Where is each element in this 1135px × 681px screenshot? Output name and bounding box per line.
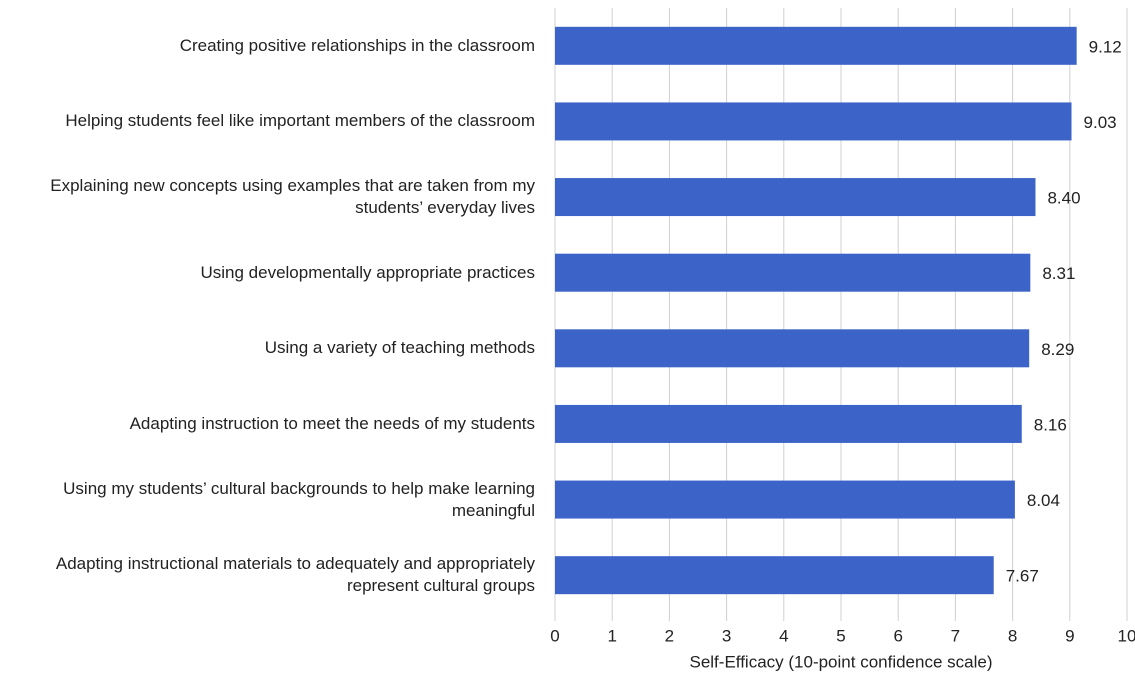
x-tick-label: 7: [951, 626, 960, 645]
value-label: 8.40: [1047, 189, 1080, 208]
x-axis-title: Self-Efficacy (10-point confidence scale…: [689, 652, 992, 671]
bar: [555, 556, 994, 595]
value-label: 8.16: [1034, 415, 1067, 434]
value-label: 8.04: [1027, 491, 1060, 510]
category-label: Using a variety of teaching methods: [264, 338, 535, 358]
x-tick-label: 3: [722, 626, 731, 645]
bar: [555, 329, 1030, 368]
value-label: 9.03: [1084, 113, 1117, 132]
x-tick-label: 0: [550, 626, 559, 645]
category-label: Using my students’ cultural backgrounds …: [63, 478, 535, 520]
x-tick-label: 5: [836, 626, 845, 645]
x-tick-label: 6: [893, 626, 902, 645]
x-tick-label: 2: [665, 626, 674, 645]
bar: [555, 26, 1077, 65]
category-label: Creating positive relationships in the c…: [179, 35, 535, 55]
x-tick-label: 4: [779, 626, 788, 645]
category-label: Explaining new concepts using examples t…: [50, 176, 535, 218]
bar: [555, 178, 1036, 217]
category-label: Helping students feel like important mem…: [65, 111, 535, 131]
bar: [555, 253, 1031, 292]
x-tick-label: 1: [607, 626, 616, 645]
bar: [555, 102, 1072, 141]
value-label: 9.12: [1089, 37, 1122, 56]
category-label: Adapting instruction to meet the needs o…: [129, 413, 535, 433]
category-label: Adapting instructional materials to adeq…: [55, 554, 535, 596]
bar: [555, 404, 1022, 443]
x-tick-label: 8: [1008, 626, 1017, 645]
category-label: Using developmentally appropriate practi…: [200, 262, 535, 282]
value-label: 8.29: [1041, 340, 1074, 359]
value-label: 8.31: [1042, 264, 1075, 283]
x-tick-label: 10: [1118, 626, 1135, 645]
bar: [555, 480, 1015, 519]
value-label: 7.67: [1006, 567, 1039, 586]
x-tick-label: 9: [1065, 626, 1074, 645]
